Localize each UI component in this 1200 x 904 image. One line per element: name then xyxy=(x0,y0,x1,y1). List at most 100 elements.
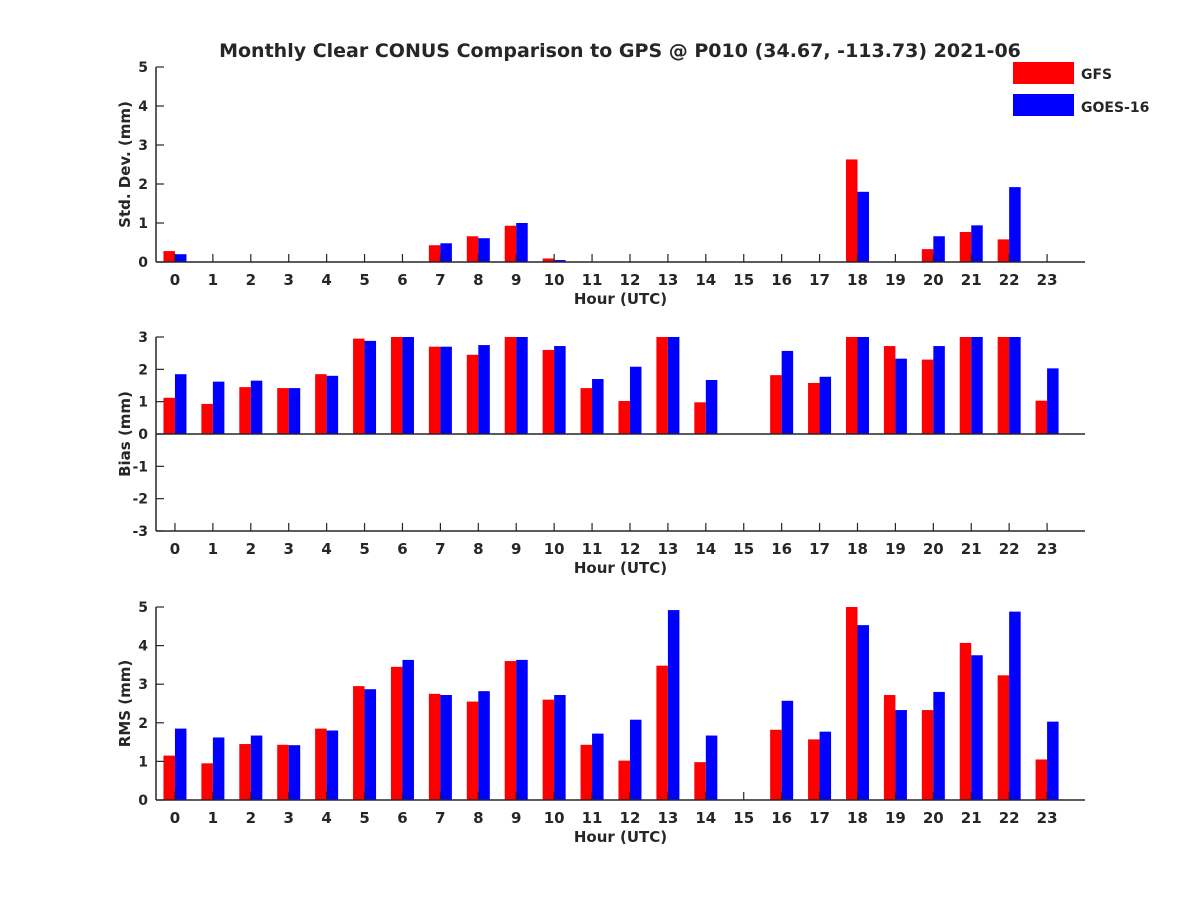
rms-bar-gfs-14 xyxy=(694,762,706,800)
bias-bar-goes16-16 xyxy=(781,350,794,434)
rms-x-tick-label: 13 xyxy=(657,809,678,827)
bias-bar-gfs-20 xyxy=(921,359,934,434)
rms-x-tick-label: 2 xyxy=(246,809,256,827)
bias-bar-gfs-17 xyxy=(808,382,820,434)
bias-x-tick-label: 3 xyxy=(283,540,293,558)
bias-x-tick-label: 19 xyxy=(885,540,906,558)
rms-bar-gfs-22 xyxy=(997,675,1010,800)
rms-bar-goes16-18 xyxy=(857,625,869,800)
bias-bar-goes16-17 xyxy=(819,376,832,434)
rms-bar-gfs-2 xyxy=(239,744,251,800)
rms-bar-goes16-13 xyxy=(667,610,680,800)
rms-bar-goes16-0 xyxy=(174,728,187,800)
legend-swatch-goes16 xyxy=(1013,94,1074,116)
bias-y-tick-label: -2 xyxy=(132,492,148,508)
bias-bar-goes16-0 xyxy=(174,374,187,434)
rms-bar-goes16-14 xyxy=(705,735,718,800)
bias-bar-goes16-11 xyxy=(592,379,604,434)
bias-x-tick-label: 20 xyxy=(923,540,944,558)
bias-bar-gfs-16 xyxy=(770,375,782,434)
bias-bar-gfs-14 xyxy=(694,402,706,434)
bias-bar-goes16-23 xyxy=(1047,368,1059,434)
bias-x-tick-label: 5 xyxy=(359,540,369,558)
legend-swatch-gfs xyxy=(1013,62,1074,84)
bias-bar-gfs-19 xyxy=(883,346,896,434)
rms-bar-gfs-0 xyxy=(163,755,175,800)
rms-bar-gfs-20 xyxy=(921,710,934,800)
rms-bar-gfs-23 xyxy=(1035,759,1048,800)
legend-label-goes16: GOES-16 xyxy=(1081,100,1149,116)
rms-x-tick-label: 5 xyxy=(359,809,369,827)
bias-bar-gfs-21 xyxy=(959,337,972,434)
rms-bar-goes16-8 xyxy=(478,691,490,800)
rms-bar-gfs-5 xyxy=(353,686,365,800)
rms-bar-gfs-21 xyxy=(959,642,972,800)
rms-y-label: RMS (mm) xyxy=(116,660,134,747)
bias-x-tick-label: 23 xyxy=(1037,540,1058,558)
bias-x-tick-label: 0 xyxy=(170,540,180,558)
rms-y-tick-label: 5 xyxy=(138,600,148,616)
bias-x-tick-label: 9 xyxy=(511,540,521,558)
rms-bar-goes16-4 xyxy=(326,730,339,800)
std-x-tick-label: 20 xyxy=(923,271,944,289)
std-bar-gfs-8 xyxy=(466,236,479,262)
std-x-tick-label: 23 xyxy=(1037,271,1058,289)
bias-x-tick-label: 12 xyxy=(620,540,641,558)
std-x-tick-label: 4 xyxy=(321,271,331,289)
bias-bar-gfs-4 xyxy=(315,374,327,434)
rms-y-tick-label: 4 xyxy=(138,639,148,655)
bias-bar-gfs-2 xyxy=(239,387,251,434)
bias-x-tick-label: 21 xyxy=(961,540,982,558)
bias-x-tick-label: 22 xyxy=(999,540,1020,558)
bias-y-tick-label: 1 xyxy=(138,395,148,411)
std-bar-goes16-22 xyxy=(1009,187,1021,262)
bias-x-tick-label: 13 xyxy=(657,540,678,558)
rms-bar-goes16-6 xyxy=(402,659,414,800)
bias-bar-goes16-2 xyxy=(250,380,263,434)
bias-y-tick-label: 2 xyxy=(138,362,148,378)
bias-x-tick-label: 11 xyxy=(582,540,603,558)
rms-x-tick-label: 15 xyxy=(733,809,754,827)
std-y-tick-label: 2 xyxy=(138,177,148,193)
rms-x-tick-label: 6 xyxy=(397,809,407,827)
rms-bar-goes16-3 xyxy=(288,745,301,800)
std-x-tick-label: 14 xyxy=(695,271,716,289)
bias-x-tick-label: 15 xyxy=(733,540,754,558)
bias-bar-gfs-22 xyxy=(997,337,1010,434)
bias-bar-goes16-10 xyxy=(554,346,566,434)
rms-x-tick-label: 16 xyxy=(771,809,792,827)
rms-x-tick-label: 7 xyxy=(435,809,445,827)
bias-bar-goes16-4 xyxy=(326,375,339,434)
std-bar-goes16-7 xyxy=(440,243,452,262)
rms-bar-goes16-5 xyxy=(364,689,377,800)
bias-bar-goes16-12 xyxy=(629,366,642,434)
std-y-label: Std. Dev. (mm) xyxy=(116,101,134,228)
std-x-tick-label: 6 xyxy=(397,271,407,289)
rms-bar-goes16-19 xyxy=(895,710,907,800)
std-x-tick-label: 3 xyxy=(283,271,293,289)
rms-bar-gfs-8 xyxy=(466,701,479,800)
rms-x-tick-label: 19 xyxy=(885,809,906,827)
rms-x-tick-label: 21 xyxy=(961,809,982,827)
rms-bar-gfs-4 xyxy=(315,728,327,800)
bias-bar-gfs-3 xyxy=(277,388,289,434)
bias-y-tick-label: -1 xyxy=(132,459,148,475)
std-x-tick-label: 18 xyxy=(847,271,868,289)
bias-bar-goes16-3 xyxy=(288,388,301,434)
bias-bar-gfs-7 xyxy=(428,346,441,434)
bias-bar-goes16-6 xyxy=(402,337,414,434)
std-x-tick-label: 11 xyxy=(582,271,603,289)
bias-bar-goes16-22 xyxy=(1009,337,1021,434)
bias-bar-gfs-11 xyxy=(580,388,593,434)
rms-x-tick-label: 17 xyxy=(809,809,830,827)
rms-y-tick-label: 3 xyxy=(138,677,148,693)
std-bar-goes16-18 xyxy=(857,191,869,262)
rms-bar-goes16-10 xyxy=(554,695,566,800)
bias-bar-gfs-5 xyxy=(353,338,365,434)
rms-bar-goes16-12 xyxy=(629,719,642,800)
